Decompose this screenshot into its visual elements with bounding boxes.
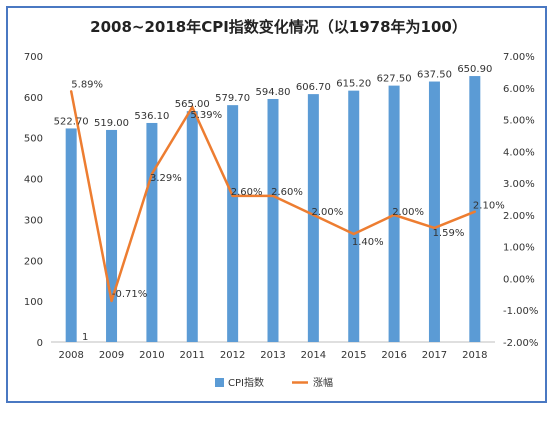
y-right-tick-label: 5.00% — [503, 116, 535, 127]
bar — [348, 90, 360, 343]
line-point — [392, 213, 396, 217]
x-tick-label: 2009 — [99, 350, 124, 361]
line-point — [433, 226, 436, 230]
y-right-tick-label: -2.00% — [503, 338, 538, 349]
line-point — [150, 172, 154, 176]
line-data-label: 2.00% — [392, 207, 424, 218]
bar-data-label: 579.70 — [215, 93, 250, 104]
axes: 0 100 200 300 400 500 600 700 -2.00% -1.00% 0.00% 1… — [24, 52, 538, 361]
bar — [469, 76, 481, 343]
data-labels: 522.70 519.00 536.10 565.00 579.70 594.80 606.… — [54, 64, 505, 343]
bar — [428, 81, 440, 343]
line-data-label: 5.89% — [71, 79, 103, 90]
bar — [146, 122, 158, 342]
x-tick-label: 2015 — [341, 350, 366, 361]
line-data-label: 2.60% — [271, 187, 303, 198]
line-data-label: 3.29% — [150, 173, 182, 184]
bar-data-label: 627.50 — [377, 74, 412, 85]
y-right-tick-label: 7.00% — [503, 52, 535, 63]
line-data-label: 1.40% — [352, 237, 384, 248]
legend-label-bar: CPI指数 — [228, 376, 264, 389]
bar — [227, 105, 239, 342]
y-left-tick-label: 700 — [24, 52, 43, 63]
y-right-tick-label: 6.00% — [503, 84, 535, 95]
bar-data-label: 650.90 — [457, 64, 492, 75]
x-tick-label: 2011 — [180, 350, 205, 361]
y-left-tick-label: 0 — [37, 338, 43, 349]
cpi-chart: 0 100 200 300 400 500 600 700 -2.00% -1.00% 0.00% 1… — [24, 52, 538, 389]
legend-swatch-bar — [215, 378, 224, 387]
bar — [106, 129, 118, 342]
bar-data-label: 606.70 — [296, 82, 331, 93]
y-right-tick-label: 4.00% — [503, 147, 535, 158]
annotation-label: 1 — [82, 332, 88, 343]
line-data-label: -0.71% — [112, 289, 147, 300]
bar — [65, 128, 77, 342]
line-data-label: 2.60% — [231, 187, 263, 198]
x-tick-label: 2016 — [381, 350, 406, 361]
line-data-label: 1.59% — [433, 228, 465, 239]
line-point — [191, 105, 194, 109]
x-tick-label: 2014 — [301, 350, 326, 361]
bar-data-label: 565.00 — [175, 99, 210, 110]
legend: CPI指数 涨幅 — [215, 376, 333, 389]
bar-data-label: 594.80 — [256, 87, 291, 98]
x-tick-label: 2017 — [422, 350, 447, 361]
y-right-tick-label: -1.00% — [503, 306, 538, 317]
y-right-tick-label: 0.00% — [503, 274, 535, 285]
line-point — [69, 90, 73, 93]
x-tick-label: 2012 — [220, 350, 245, 361]
bar-data-label: 519.00 — [94, 118, 129, 129]
legend-label-line: 涨幅 — [313, 376, 333, 389]
y-left-tick-label: 400 — [24, 175, 43, 186]
line-point — [231, 194, 234, 198]
y-left-tick-label: 500 — [24, 134, 43, 145]
line-point — [312, 213, 315, 217]
y-left-tick-label: 100 — [24, 297, 43, 308]
x-tick-label: 2018 — [462, 350, 487, 361]
line-data-label: 5.39% — [190, 110, 222, 121]
y-right-tick-label: 3.00% — [503, 179, 535, 190]
line-point — [271, 194, 275, 198]
y-left-tick-label: 600 — [24, 93, 43, 104]
line-point — [110, 299, 113, 303]
line-data-label: 2.10% — [473, 201, 505, 212]
bar-data-label: 637.50 — [417, 70, 452, 81]
y-left-tick-label: 200 — [24, 256, 43, 267]
chart-title: 2008~2018年CPI指数变化情况（以1978年为100） — [90, 18, 467, 36]
line-data-label: 2.00% — [311, 207, 343, 218]
chart-frame: 2008~2018年CPI指数变化情况（以1978年为100） 0 100 200 3… — [6, 6, 547, 403]
line-point — [473, 210, 477, 213]
x-tick-label: 2013 — [260, 350, 285, 361]
x-tick-label: 2008 — [58, 350, 83, 361]
y-right-tick-label: 2.00% — [503, 211, 535, 222]
bar — [267, 98, 279, 342]
bar — [307, 94, 319, 342]
x-tick-label: 2010 — [139, 350, 164, 361]
bar-data-label: 615.20 — [336, 79, 371, 90]
line-series — [69, 90, 477, 303]
y-right-tick-label: 1.00% — [503, 243, 535, 254]
bar-data-label: 522.70 — [54, 116, 89, 127]
bar — [186, 111, 198, 343]
bar-data-label: 536.10 — [134, 111, 169, 122]
line-point — [352, 232, 355, 236]
y-left-tick-label: 300 — [24, 215, 43, 226]
